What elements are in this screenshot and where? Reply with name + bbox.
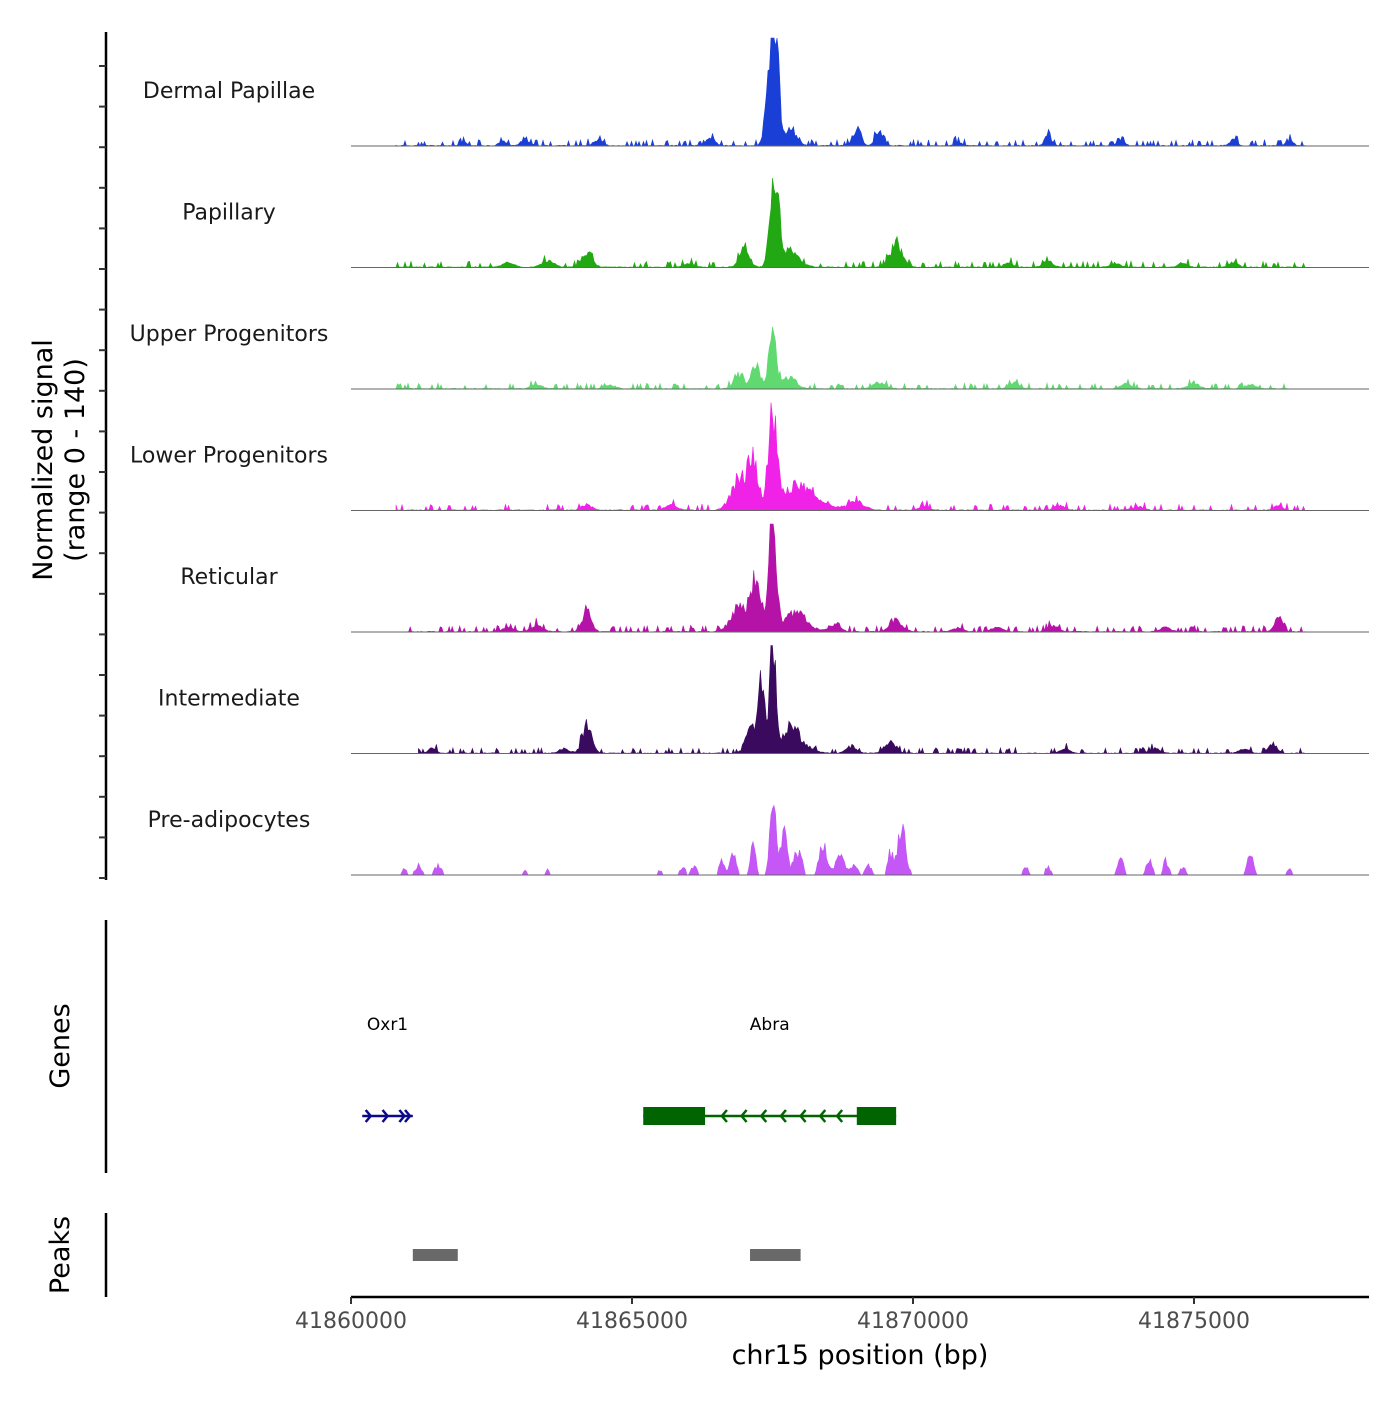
- gene-exon: [643, 1107, 706, 1125]
- strand-arrow: [381, 1109, 390, 1123]
- gene-label: Oxr1: [367, 1015, 408, 1035]
- track-label: Intermediate: [158, 687, 300, 712]
- signal-area: [396, 804, 1305, 876]
- track-label: Papillary: [182, 201, 276, 226]
- x-axis-ticks: 41860000 41865000 41870000 41875000: [295, 1297, 1250, 1334]
- track-label: Lower Progenitors: [130, 444, 328, 469]
- gene-oxr1: Oxr1: [362, 1015, 413, 1123]
- y-axis-title-line1: Normalized signal: [28, 339, 59, 581]
- signal-area: [406, 523, 1306, 634]
- signal-area: [395, 326, 1289, 390]
- gene-label: Abra: [750, 1015, 790, 1035]
- strand-arrow: [739, 1109, 748, 1123]
- strand-arrow: [404, 1109, 412, 1123]
- genes-layer: Oxr1 Abra: [362, 1015, 897, 1125]
- peaks-layer: [412, 1249, 801, 1261]
- x-tick-label: 41865000: [576, 1309, 688, 1334]
- track-label: Upper Progenitors: [130, 322, 329, 347]
- strand-arrow: [798, 1109, 807, 1123]
- track-upper-progenitors: Upper Progenitors: [130, 322, 1369, 390]
- gene-abra: Abra: [643, 1015, 897, 1125]
- peak-region: [750, 1249, 801, 1261]
- peak-region: [412, 1249, 458, 1261]
- strand-arrow: [720, 1109, 728, 1123]
- coverage-tracks: Dermal Papillae Papillary Upper Progenitor…: [130, 37, 1369, 876]
- strand-arrow: [398, 1109, 407, 1123]
- y-axis-title: Normalized signal (range 0 - 140): [28, 339, 91, 581]
- strand-arrow: [759, 1109, 768, 1123]
- genes-axis-title: Genes: [45, 1003, 76, 1088]
- strand-arrow: [818, 1109, 827, 1123]
- strand-arrow: [835, 1109, 844, 1123]
- track-reticular: Reticular: [180, 523, 1369, 634]
- x-tick-label: 41860000: [295, 1309, 407, 1334]
- track-intermediate: Intermediate: [158, 645, 1369, 755]
- track-label: Dermal Papillae: [143, 79, 315, 104]
- y-axis-title-line2: (range 0 - 140): [60, 358, 91, 562]
- x-tick-label: 41870000: [857, 1309, 969, 1334]
- peaks-axis-title: Peaks: [45, 1216, 76, 1294]
- track-lower-progenitors: Lower Progenitors: [130, 402, 1369, 512]
- gene-exon: [856, 1107, 897, 1125]
- x-tick-label: 41875000: [1138, 1309, 1250, 1334]
- track-pre-adipocytes: Pre-adipocytes: [148, 804, 1369, 876]
- x-axis-title: chr15 position (bp): [732, 1340, 989, 1371]
- track-dermal-papillae: Dermal Papillae: [143, 37, 1369, 147]
- signal-area: [395, 37, 1306, 147]
- signal-area: [395, 402, 1306, 512]
- signal-area: [395, 177, 1306, 269]
- signal-area: [418, 645, 1306, 755]
- coverage-y-axis: [99, 32, 108, 880]
- strand-arrow: [779, 1109, 787, 1123]
- track-label: Reticular: [180, 565, 278, 590]
- track-papillary: Papillary: [182, 177, 1369, 269]
- strand-arrow: [364, 1109, 373, 1123]
- track-label: Pre-adipocytes: [148, 808, 311, 833]
